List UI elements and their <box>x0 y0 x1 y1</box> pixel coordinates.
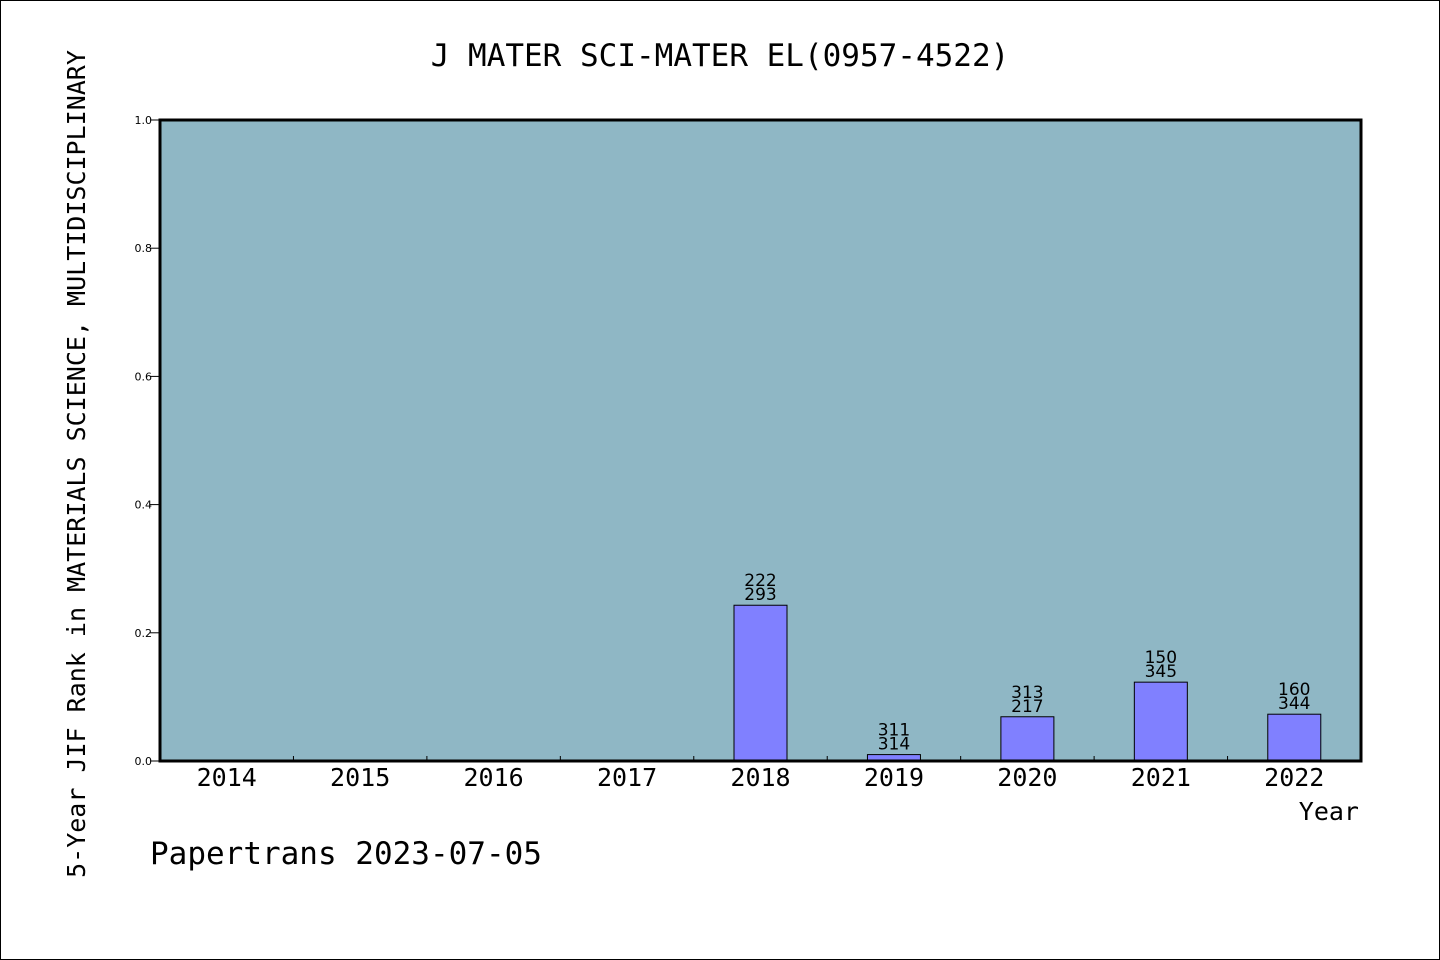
x-tick-label: 2017 <box>597 763 657 792</box>
bar-2020 <box>1000 716 1055 762</box>
bar-label-bottom: 345 <box>1145 662 1177 682</box>
y-tick-label: 0.2 <box>135 627 153 640</box>
y-tick-label: 0.8 <box>135 242 153 255</box>
x-tick-label: 2014 <box>197 763 257 792</box>
y-axis: 0.0 0.2 0.4 0.6 0.8 1.0 <box>135 114 160 768</box>
bar-label-bottom: 314 <box>878 735 910 755</box>
bar-label-bottom: 293 <box>744 585 776 605</box>
footer-text: Papertrans 2023-07-05 <box>150 836 542 872</box>
bar-label-top: 150 <box>1145 648 1177 668</box>
x-axis-label: Year <box>1299 797 1359 826</box>
x-tick-label: 2021 <box>1131 763 1191 792</box>
bar-label-top: 313 <box>1011 683 1043 703</box>
bar-2021 <box>1133 681 1188 762</box>
x-tick-label: 2018 <box>730 763 790 792</box>
y-tick-label: 0.0 <box>135 755 153 768</box>
bar-label-bottom: 344 <box>1278 694 1310 714</box>
x-tick-label: 2016 <box>464 763 524 792</box>
x-axis: 2014 2015 2016 2017 2018 2019 2020 2021 2022 <box>197 756 1324 792</box>
chart-title: J MATER SCI-MATER EL(0957-4522) <box>431 38 1010 74</box>
plot-frame <box>158 118 1363 763</box>
bar-label-top: 222 <box>744 571 776 591</box>
x-tick-label: 2019 <box>864 763 924 792</box>
y-tick-label: 0.4 <box>135 499 153 512</box>
y-axis-label: 5-Year JIF Rank in MATERIALS SCIENCE, MU… <box>62 50 91 878</box>
bar-label-top: 160 <box>1278 680 1310 700</box>
bar-label-bottom: 217 <box>1011 697 1043 717</box>
bar-2018 <box>733 604 788 762</box>
x-tick-label: 2015 <box>330 763 390 792</box>
x-tick-label: 2020 <box>997 763 1057 792</box>
bar-2022 <box>1267 713 1322 762</box>
x-tick-label: 2022 <box>1264 763 1324 792</box>
bar-label-top: 311 <box>878 721 910 741</box>
y-tick-label: 1.0 <box>135 114 153 127</box>
y-tick-label: 0.6 <box>135 370 153 383</box>
